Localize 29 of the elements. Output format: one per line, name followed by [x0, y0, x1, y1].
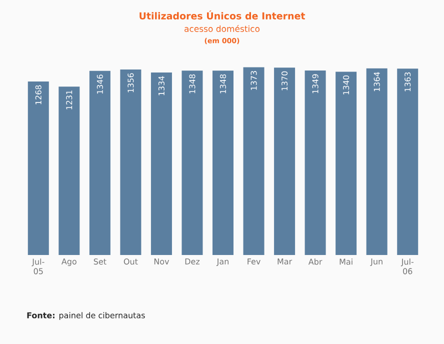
x-tick-label: Jan	[216, 258, 228, 266]
data-label: 1268	[35, 85, 42, 104]
x-tick-label: Out	[124, 258, 138, 265]
data-label: 1231	[66, 90, 72, 110]
x-tick-label: Dez	[185, 258, 200, 264]
text: Fonte: painel de cibernautas	[27, 312, 145, 320]
data-label: 1348	[189, 74, 196, 94]
x-tick-label: Ago	[62, 258, 76, 266]
data-label: 1334	[158, 76, 164, 96]
x-tick-label: Fev	[248, 258, 260, 264]
x-tick-label: Nov	[154, 258, 170, 264]
data-label: 1364	[374, 72, 380, 92]
chart-subtitle: acesso doméstico	[184, 25, 260, 32]
x-tick-label: Abr	[308, 258, 322, 265]
x-tick-label: Mar	[278, 258, 292, 264]
x-tick-label: Mai	[340, 258, 352, 265]
data-label: 1363	[404, 72, 411, 92]
data-label: 1346	[96, 74, 103, 94]
data-label: 1370	[282, 71, 288, 90]
x-tick-label: Jul-06	[400, 258, 414, 274]
data-label: 1349	[312, 74, 318, 94]
data-label: 1348	[220, 74, 226, 94]
x-tick-label: Jun	[370, 258, 382, 266]
data-label: 1340	[343, 75, 350, 94]
x-tick-label: Set	[94, 258, 106, 265]
chart-title: Utilizadores Únicos de Internet	[140, 10, 306, 20]
data-label: 1373	[250, 71, 257, 90]
x-tick-label: Jul-05	[32, 258, 44, 274]
data-label: 1356	[128, 73, 134, 92]
